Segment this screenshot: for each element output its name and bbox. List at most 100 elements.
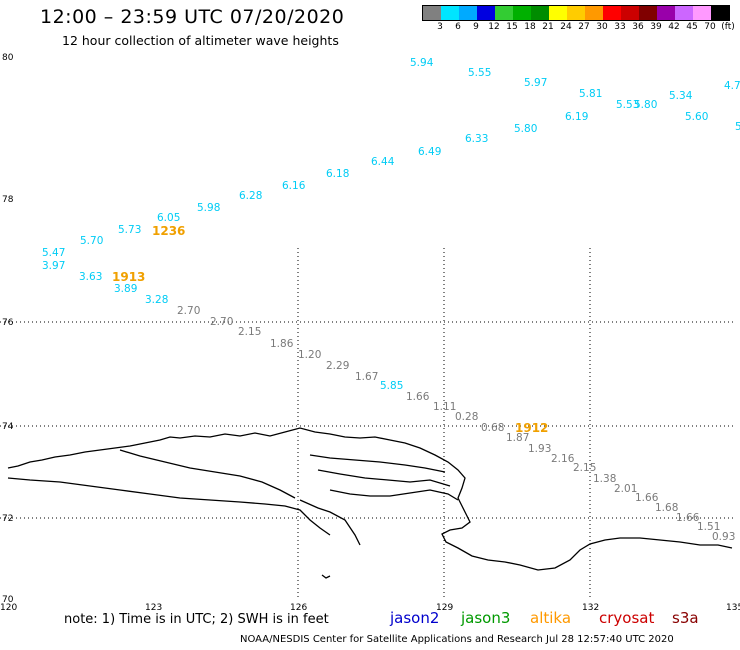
lon-label-126: 126 [290,603,307,613]
swh-reading-gray: 1.68 [655,502,678,514]
swh-readings-gray: 2.702.702.151.861.202.291.671.661.110.28… [177,305,735,543]
swh-reading-gray: 0.28 [455,411,478,423]
swh-reading-cyan: 5.55 [468,67,491,79]
swh-reading-cyan: 5.80 [634,99,657,111]
swh-reading-gray: 1.51 [697,521,720,533]
swh-reading-gray: 2.70 [177,305,200,317]
swh-reading-gray: 1.67 [355,371,378,383]
swh-reading-gray: 1.11 [433,401,456,413]
swh-reading-gray: 1.38 [593,473,616,485]
colorbar-legend [422,5,730,21]
swh-reading-gray: 2.15 [573,462,596,474]
coastline-peninsula [7,477,331,536]
colorbar-label: 15 [506,22,518,32]
swh-reading-gray: 2.01 [614,483,637,495]
lon-label-120: 120 [0,603,17,613]
swh-readings-cyan: 5.94 5.55 5.97 5.81 5.535.80 5.34 4.7 5.60 5 6.19… [42,57,740,392]
coastline-mainland [7,427,733,571]
swh-reading-cyan: 5.81 [579,88,602,100]
colorbar-label: 30 [596,22,608,32]
colorbar-swatch [693,6,711,20]
swh-reading-cyan: 6.18 [326,168,349,180]
lat-label-72: 72 [2,514,13,524]
colorbar-label: 33 [614,22,626,32]
coastline [7,427,733,579]
lon-label-132: 132 [582,603,599,613]
coastline-inlet [119,449,296,499]
swh-reading-cyan: 6.49 [418,146,441,158]
swh-reading-cyan: 5.70 [80,235,103,247]
swh-reading-cyan: 5.60 [685,111,708,123]
pass-time-label: 1913 [112,270,145,284]
swh-reading-cyan: 6.16 [282,180,306,192]
swh-reading-gray: 1.66 [635,492,659,504]
legend-altika: altika [530,609,572,627]
colorbar-swatch [441,6,459,20]
swh-reading-cyan: 6.19 [565,111,588,123]
swh-reading-gray: 2.70 [210,316,233,328]
swh-reading-gray: 1.66 [406,391,430,403]
colorbar-label: 3 [437,22,443,32]
legend-jason2: jason2 [390,609,440,627]
footer-note: note: 1) Time is in UTC; 2) SWH is in fe… [64,612,329,627]
colorbar-label: 36 [632,22,644,32]
colorbar-label: (ft) [721,22,735,32]
swh-reading-gray: 1.93 [528,443,551,455]
swh-reading-cyan: 3.89 [114,283,137,295]
lon-label-129: 129 [436,603,453,613]
swh-reading-cyan: 4.7 [724,80,740,92]
colorbar-swatch [549,6,567,20]
colorbar-label: 18 [524,22,536,32]
colorbar-swatch [513,6,531,20]
pass-time-label: 1912 [515,421,548,435]
swh-reading-cyan: 5.97 [524,77,547,89]
legend-cryosat: cryosat [599,609,655,627]
colorbar-swatch [459,6,477,20]
swh-reading-gray: 1.66 [676,512,700,524]
swh-reading-cyan: 5.98 [197,202,220,214]
swh-reading-cyan: 5.53 [616,99,639,111]
swh-reading-gray: 2.15 [238,326,261,338]
pass-time-labels: 1236 1913 1912 [112,224,548,435]
swh-reading-cyan: 5.47 [42,247,65,259]
swh-reading-cyan: 5.34 [669,90,693,102]
colorbar-swatch [603,6,621,20]
swh-reading-cyan: 5.94 [410,57,434,69]
swh-reading-gray: 1.20 [298,349,321,361]
swh-reading-gray: 0.93 [712,531,735,543]
colorbar-swatch [531,6,549,20]
swh-reading-cyan: 5 [735,121,740,133]
swh-reading-cyan: 6.28 [239,190,262,202]
colorbar-swatch [585,6,603,20]
colorbar-label: 12 [488,22,500,32]
lon-label-135: 135 [726,603,740,613]
colorbar-labels: 3 6 9 12 15 18 21 24 27 30 33 36 39 42 45 70 (ft) [422,22,735,34]
lon-label-123: 123 [145,603,162,613]
lat-label-76: 76 [2,318,14,328]
colorbar-label: 24 [560,22,572,32]
colorbar-swatch [423,6,441,20]
colorbar-label: 6 [455,22,461,32]
colorbar-swatch [675,6,693,20]
colorbar-label: 39 [650,22,662,32]
swh-reading-gray: 1.87 [506,432,529,444]
lat-label-70: 70 [2,595,14,605]
swh-reading-cyan: 6.44 [371,156,395,168]
legend-jason3: jason3 [461,609,511,627]
colorbar-swatch [639,6,657,20]
grid-lines [0,248,735,600]
colorbar-label: 21 [542,22,554,32]
colorbar-label: 70 [704,22,716,32]
colorbar-swatch [657,6,675,20]
coastline-islet-1 [321,574,331,579]
pass-time-label: 1236 [152,224,185,238]
colorbar-swatch [495,6,513,20]
coastline-lena-delta [299,454,459,546]
credit-line: NOAA/NESDIS Center for Satellite Applica… [240,634,674,645]
swh-reading-cyan: 5.73 [118,224,141,236]
swh-reading-gray: 2.16 [551,453,575,465]
swh-reading-cyan: 3.63 [79,271,102,283]
swh-reading-gray: 1.86 [270,338,294,350]
map-subtitle: 12 hour collection of altimeter wave hei… [62,33,339,48]
